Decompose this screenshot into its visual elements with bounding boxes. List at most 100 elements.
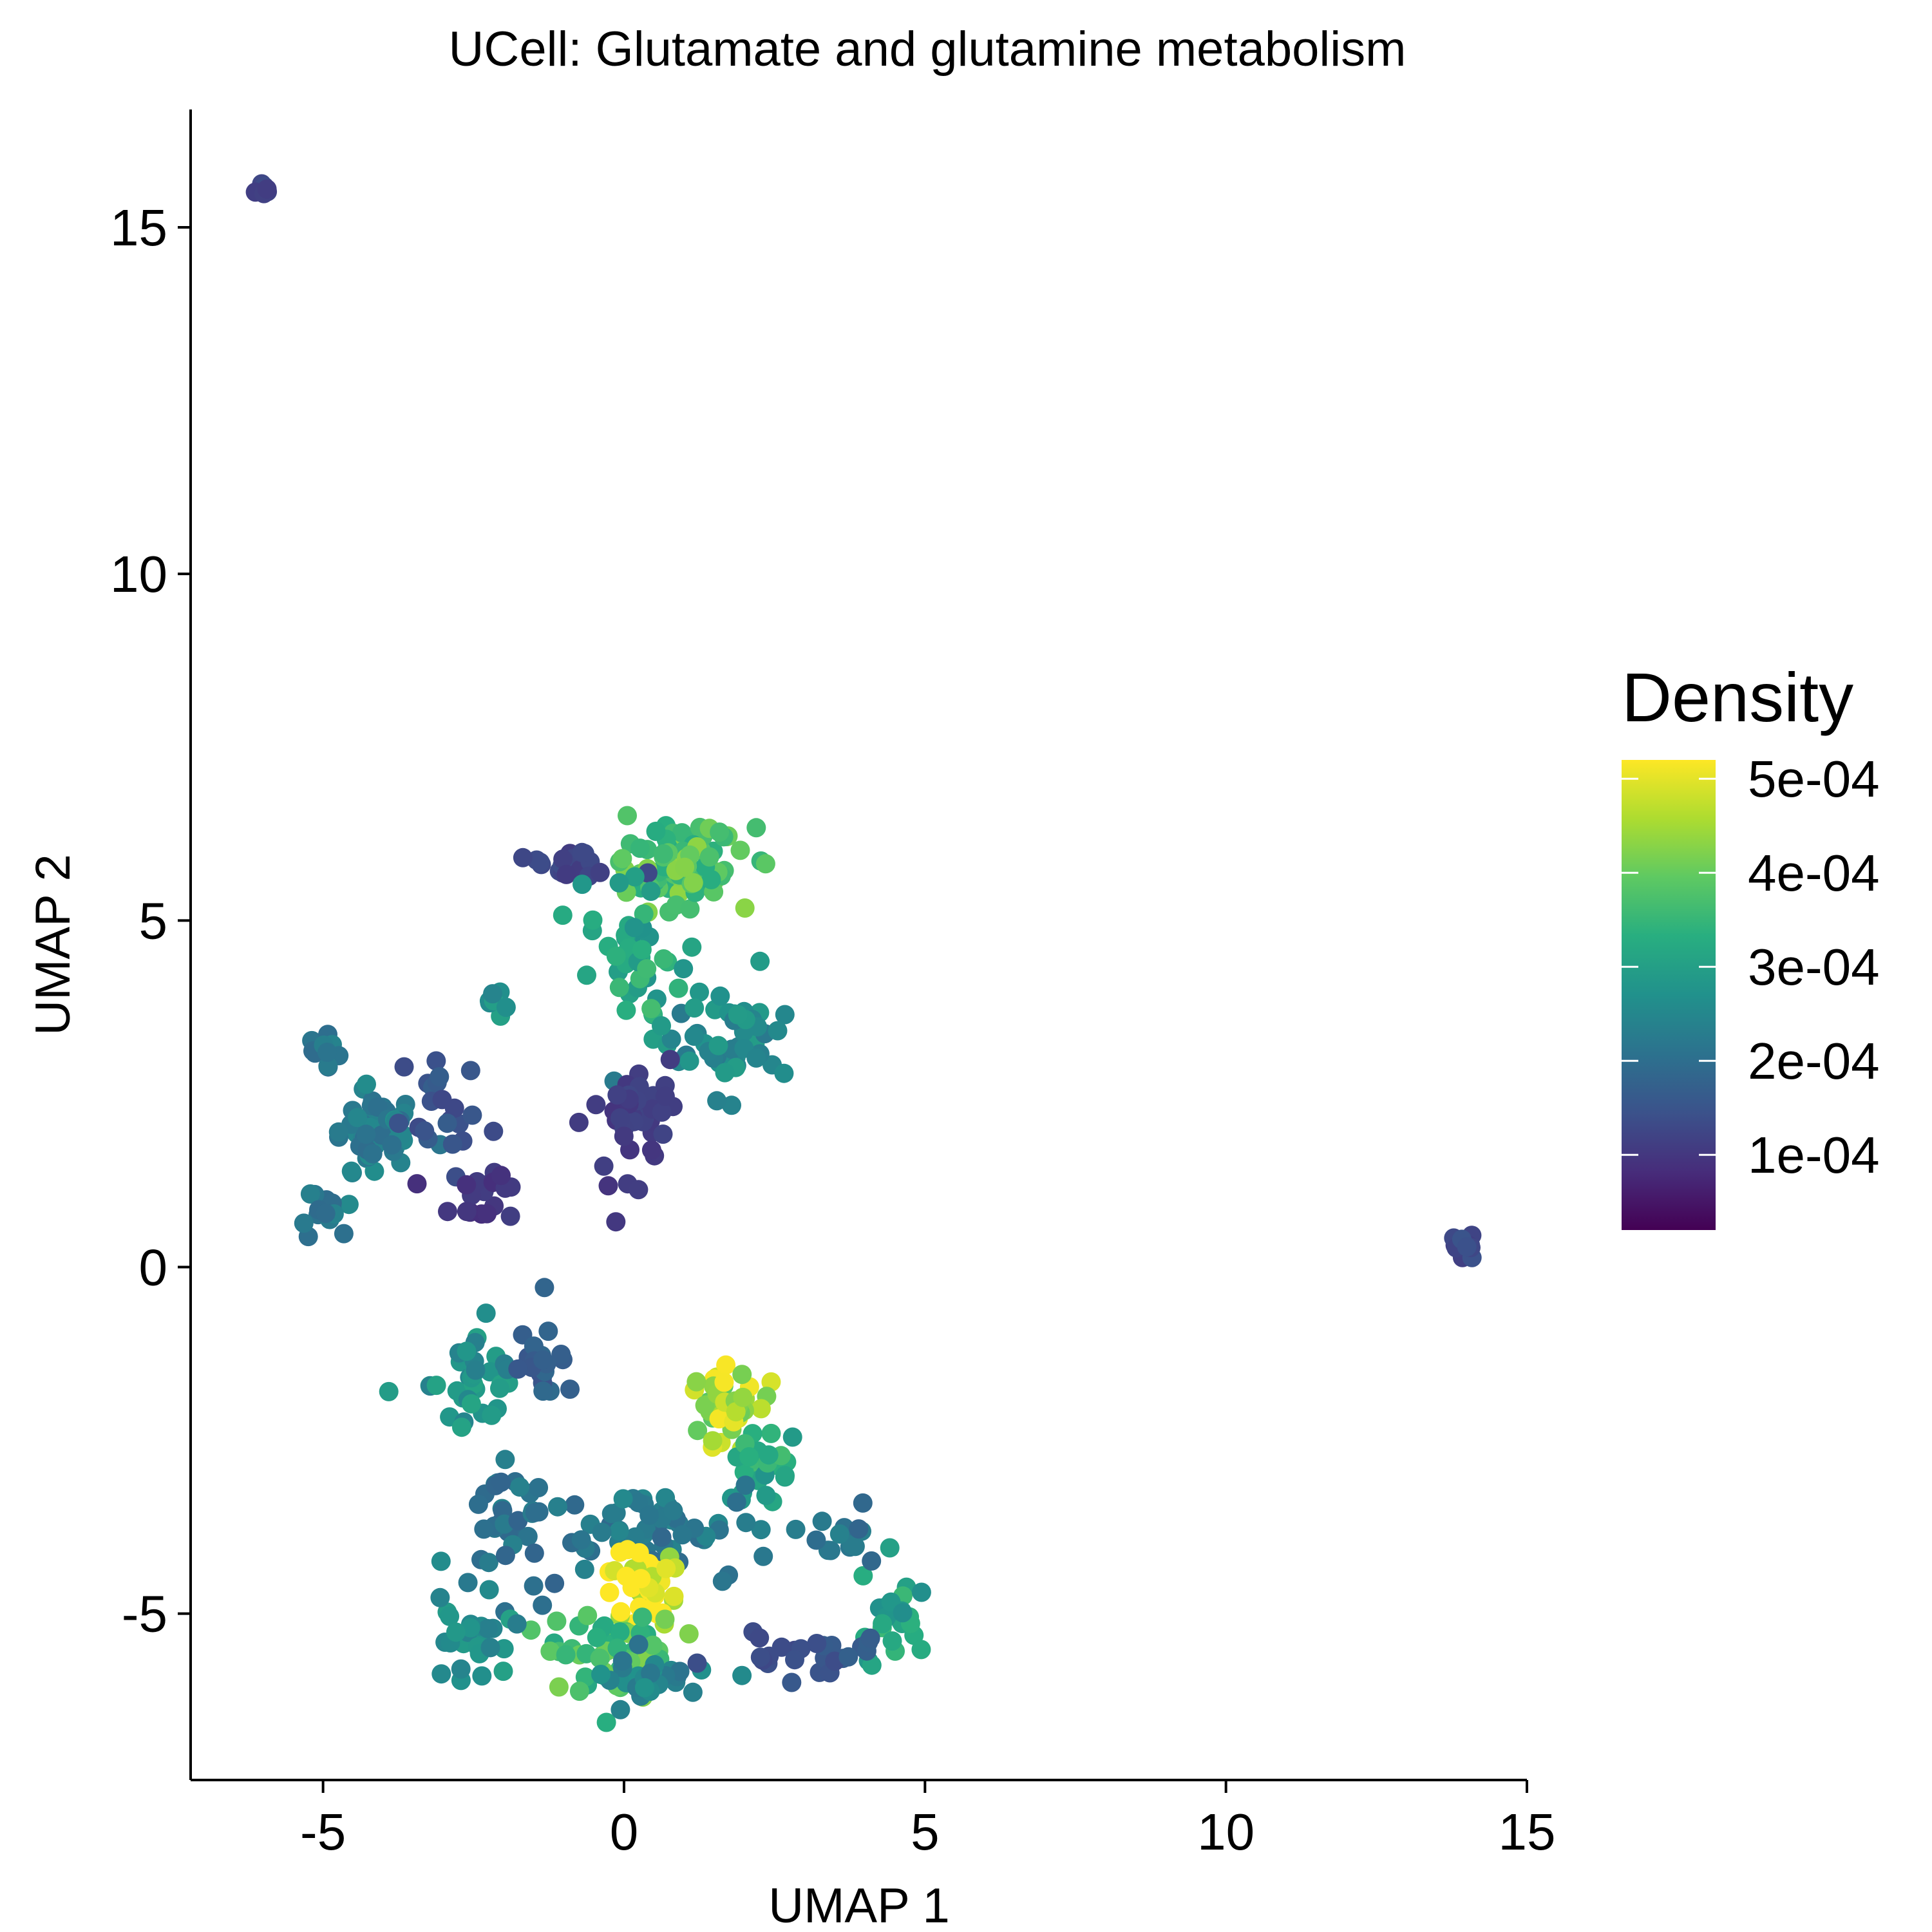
data-point <box>746 818 766 838</box>
data-point <box>394 1057 414 1077</box>
data-point <box>460 1618 480 1638</box>
legend-colorbar <box>1622 760 1716 1230</box>
data-point <box>775 1005 795 1025</box>
data-point <box>759 1445 779 1465</box>
data-point <box>699 847 719 867</box>
data-point <box>756 1486 776 1506</box>
data-point <box>472 1666 492 1686</box>
data-point <box>739 1447 759 1467</box>
data-point <box>646 821 666 841</box>
data-point <box>730 840 750 860</box>
data-point <box>571 1530 591 1550</box>
data-point <box>538 1321 558 1341</box>
data-point <box>716 1355 736 1375</box>
data-point <box>660 1050 680 1070</box>
data-point <box>415 1121 435 1141</box>
data-point <box>341 1161 361 1181</box>
data-point <box>612 1651 632 1671</box>
data-point <box>533 1381 553 1401</box>
data-point <box>751 1399 771 1419</box>
data-point <box>672 823 692 843</box>
data-point <box>442 1134 462 1154</box>
data-point <box>687 1372 706 1392</box>
data-point <box>483 984 502 1004</box>
data-point <box>598 1176 618 1196</box>
data-point <box>590 862 610 882</box>
data-point <box>482 1405 502 1425</box>
data-point <box>652 1102 672 1122</box>
data-point <box>674 959 694 979</box>
data-point <box>880 1538 900 1558</box>
data-point <box>655 1086 675 1106</box>
data-point <box>426 1051 446 1071</box>
legend-tick-label: 1e-04 <box>1748 1126 1880 1184</box>
data-point <box>612 849 632 869</box>
data-point <box>328 1122 348 1142</box>
data-point <box>549 1677 569 1697</box>
data-point <box>430 1067 450 1086</box>
data-point <box>761 1423 781 1443</box>
data-point <box>508 1359 528 1379</box>
data-point <box>911 1640 931 1660</box>
data-point <box>728 1005 748 1025</box>
data-point <box>688 1421 708 1441</box>
data-point <box>466 1360 486 1380</box>
data-point <box>591 1665 611 1684</box>
data-point <box>637 959 657 979</box>
data-point <box>829 1524 849 1544</box>
x-axis-ticks: -5 0 5 10 15 <box>300 1780 1555 1861</box>
data-point <box>710 986 730 1006</box>
data-point <box>524 1543 544 1563</box>
data-point <box>556 864 576 884</box>
data-point <box>853 1493 873 1513</box>
data-point <box>592 1522 612 1542</box>
data-point <box>493 1662 513 1681</box>
data-point <box>750 951 770 971</box>
data-point <box>753 1546 773 1566</box>
data-point <box>735 898 755 918</box>
data-point <box>786 1519 806 1539</box>
data-point <box>639 1505 659 1525</box>
data-point <box>774 1063 794 1083</box>
data-point <box>461 1394 481 1414</box>
legend-title: Density <box>1622 658 1853 736</box>
data-point <box>432 1090 452 1110</box>
data-point <box>451 1659 471 1679</box>
data-point <box>300 1184 320 1204</box>
data-point <box>446 1622 466 1642</box>
data-point <box>590 1649 610 1668</box>
data-point <box>680 899 700 919</box>
data-point <box>533 1595 553 1615</box>
data-point <box>600 1582 620 1602</box>
data-point <box>751 1520 771 1540</box>
data-point <box>339 1195 359 1215</box>
data-point <box>703 1431 723 1451</box>
data-point <box>578 1605 598 1625</box>
data-point <box>573 875 592 895</box>
data-point <box>382 1135 402 1155</box>
data-point <box>785 1650 804 1670</box>
data-point <box>768 1021 788 1041</box>
data-point <box>458 1573 478 1593</box>
data-point <box>545 1573 565 1593</box>
legend-tick-label: 2e-04 <box>1748 1032 1880 1090</box>
data-point <box>629 1543 649 1563</box>
data-point <box>661 1029 681 1049</box>
data-point <box>733 1387 753 1407</box>
data-point <box>631 1569 651 1589</box>
data-point <box>491 1472 511 1492</box>
data-point <box>468 1494 488 1514</box>
data-point <box>334 1224 354 1244</box>
data-point <box>893 1603 913 1623</box>
data-point <box>632 1607 652 1627</box>
data-point <box>882 1631 902 1651</box>
data-point <box>772 1637 791 1657</box>
data-point <box>726 1492 746 1512</box>
data-point <box>407 1174 427 1194</box>
data-point <box>708 1036 728 1056</box>
data-point <box>641 999 661 1019</box>
data-point <box>812 1511 832 1531</box>
data-point <box>746 1048 766 1068</box>
data-point <box>510 1477 530 1497</box>
